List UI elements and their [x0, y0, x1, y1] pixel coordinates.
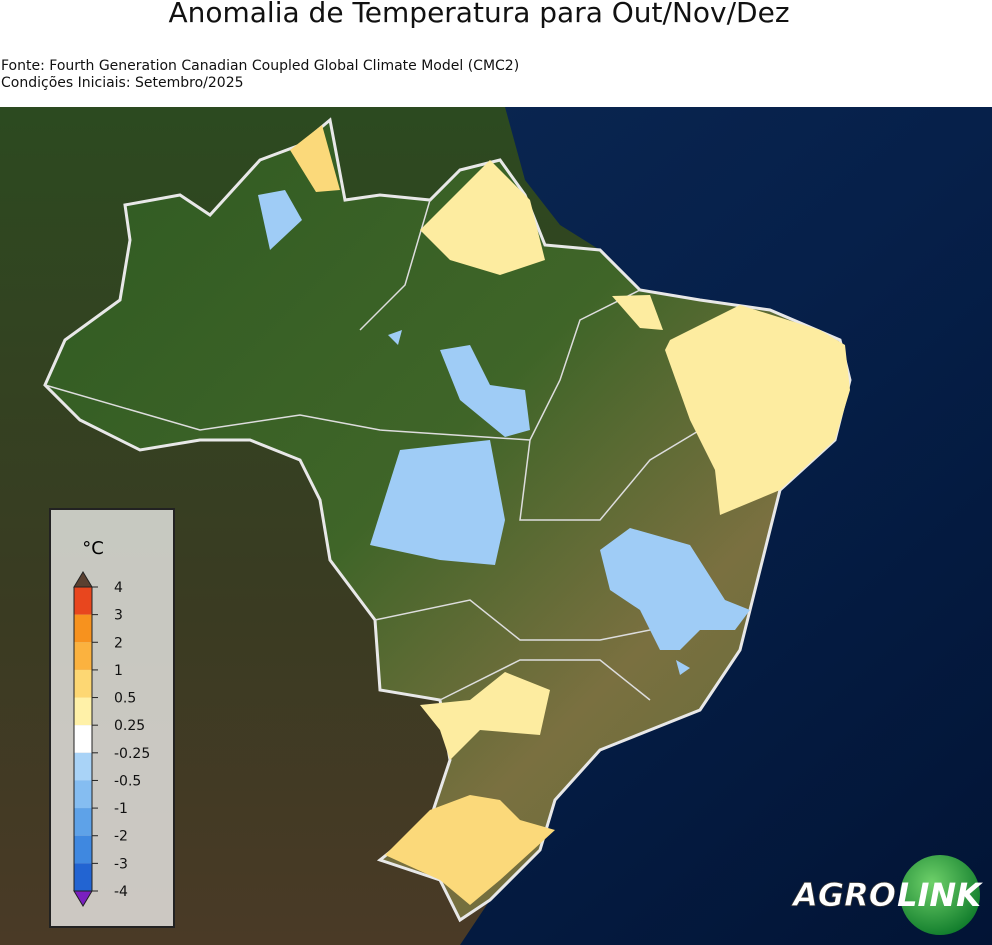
colorbar-segment: [74, 725, 92, 753]
colorbar-tick-label: -0.25: [114, 746, 150, 762]
colorbar-segment: [74, 614, 92, 643]
logo-left: AGRO: [790, 876, 896, 914]
colorbar-tick-label: -0.5: [114, 773, 141, 789]
logo-circle: [900, 855, 980, 935]
logo: AGRO LINK: [790, 855, 983, 935]
colorbar-segment: [74, 835, 92, 864]
colorbar-tick-label: -2: [114, 829, 128, 845]
colorbar-segment: [74, 863, 92, 891]
colorbar-segment: [74, 780, 92, 809]
logo-right: LINK: [897, 876, 983, 914]
colorbar-tick-label: -1: [114, 801, 128, 817]
colorbar-tick-label: 4: [114, 580, 123, 596]
source-text: Fonte: Fourth Generation Canadian Couple…: [1, 58, 520, 74]
colorbar-segment: [74, 669, 92, 698]
colorbar-tick-label: 0.5: [114, 691, 136, 707]
map-title: Anomalia de Temperatura para Out/Nov/Dez: [168, 0, 790, 29]
colorbar-segment: [74, 587, 92, 615]
colorbar-frame: [73, 586, 93, 892]
colorbar-tick-label: 3: [114, 608, 123, 624]
initial-conditions: Condições Iniciais: Setembro/2025: [1, 75, 244, 91]
colorbar-segment: [74, 697, 92, 726]
colorbar-tick-label: 2: [114, 635, 123, 651]
colorbar-box: [49, 508, 175, 928]
map: °C 4 3 2 1 0.5 0.25 -0.25 -0.5 -1 -2 -3 -4 AGRO LIN…: [0, 107, 992, 945]
colorbar-tick-label: -4: [114, 884, 128, 900]
colorbar-segment: [74, 808, 92, 836]
colorbar-tick-label: -3: [114, 856, 128, 872]
colorbar-tick-label: 1: [114, 663, 123, 679]
state-borders: [44, 199, 701, 701]
colorbar-unit: °C: [82, 538, 104, 559]
colorbar-tick-label: 0.25: [114, 718, 145, 734]
colorbar: °C 4 3 2 1 0.5 0.25 -0.25 -0.5 -1 -2 -3 -4: [49, 508, 175, 928]
colorbar-segment: [74, 642, 92, 670]
colorbar-segment: [74, 752, 92, 781]
anomaly-areas: [258, 125, 850, 905]
